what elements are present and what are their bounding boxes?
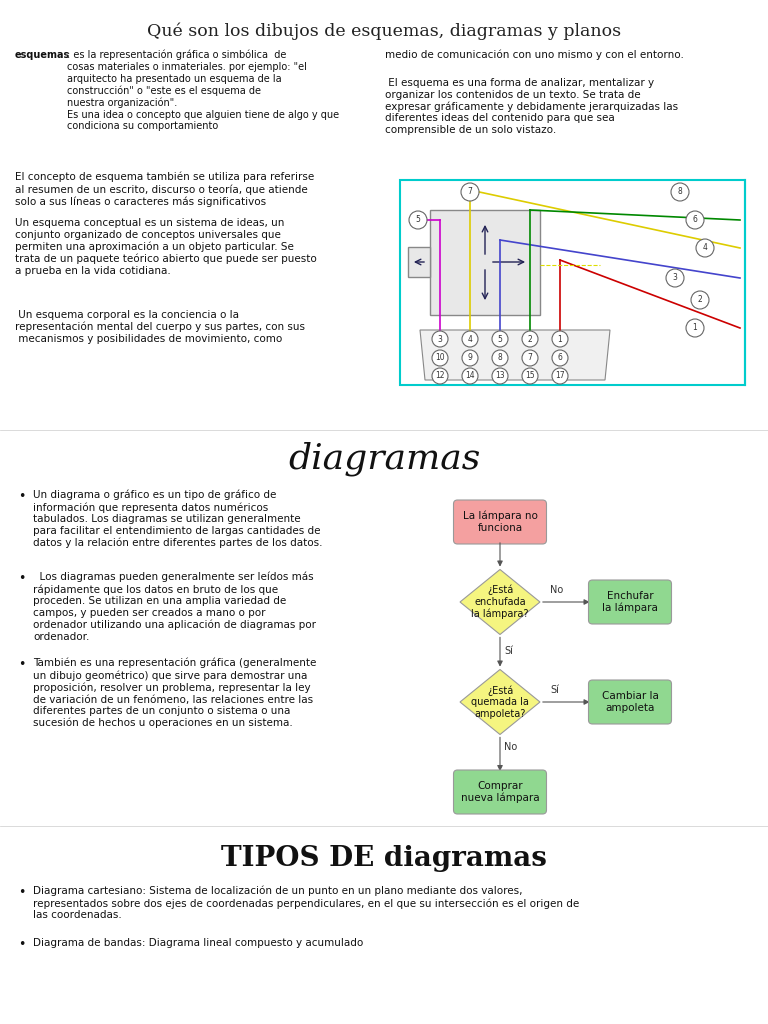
Circle shape xyxy=(522,331,538,347)
Text: •: • xyxy=(18,572,25,585)
Text: También es una representación gráfica (generalmente
un dibujo geométrico) que si: También es una representación gráfica (g… xyxy=(33,658,316,728)
Circle shape xyxy=(492,331,508,347)
Circle shape xyxy=(686,319,704,337)
Text: ¿Está
quemada la
ampoleta?: ¿Está quemada la ampoleta? xyxy=(471,685,529,719)
Circle shape xyxy=(522,350,538,366)
Circle shape xyxy=(666,269,684,287)
Text: : es la representación gráfica o simbólica  de
cosas materiales o inmateriales. : : es la representación gráfica o simbóli… xyxy=(67,50,339,131)
Text: 13: 13 xyxy=(495,372,505,381)
Text: 4: 4 xyxy=(468,335,472,343)
Circle shape xyxy=(432,368,448,384)
Circle shape xyxy=(492,350,508,366)
Bar xyxy=(430,210,540,315)
Text: Enchufar
la lámpara: Enchufar la lámpara xyxy=(602,591,658,613)
Text: 7: 7 xyxy=(468,187,472,197)
Text: 8: 8 xyxy=(498,353,502,362)
Polygon shape xyxy=(460,569,540,635)
Polygon shape xyxy=(460,670,540,734)
Text: La lámpara no
funciona: La lámpara no funciona xyxy=(462,511,538,534)
Circle shape xyxy=(462,331,478,347)
Polygon shape xyxy=(420,330,610,380)
Text: Un diagrama o gráfico es un tipo de gráfico de
información que representa datos : Un diagrama o gráfico es un tipo de gráf… xyxy=(33,490,323,548)
FancyBboxPatch shape xyxy=(588,580,671,624)
Text: 12: 12 xyxy=(435,372,445,381)
Text: Qué son los dibujos de esquemas, diagramas y planos: Qué son los dibujos de esquemas, diagram… xyxy=(147,22,621,40)
Text: El esquema es una forma de analizar, mentalizar y
organizar los contenidos de un: El esquema es una forma de analizar, men… xyxy=(385,78,678,135)
Text: Diagrama cartesiano: Sistema de localización de un punto en un plano mediante do: Diagrama cartesiano: Sistema de localiza… xyxy=(33,886,579,921)
Circle shape xyxy=(691,291,709,309)
Text: Comprar
nueva lámpara: Comprar nueva lámpara xyxy=(461,781,539,803)
Circle shape xyxy=(522,368,538,384)
Text: ¿Está
enchufada
la lámpara?: ¿Está enchufada la lámpara? xyxy=(472,585,528,620)
Text: Un esquema conceptual es un sistema de ideas, un
conjunto organizado de concepto: Un esquema conceptual es un sistema de i… xyxy=(15,218,316,275)
Circle shape xyxy=(462,350,478,366)
Circle shape xyxy=(462,368,478,384)
Text: Diagrama de bandas: Diagrama lineal compuesto y acumulado: Diagrama de bandas: Diagrama lineal comp… xyxy=(33,938,363,948)
Circle shape xyxy=(409,211,427,229)
Circle shape xyxy=(552,368,568,384)
Circle shape xyxy=(432,331,448,347)
Text: 9: 9 xyxy=(468,353,472,362)
Text: 6: 6 xyxy=(558,353,562,362)
Text: Cambiar la
ampoleta: Cambiar la ampoleta xyxy=(601,691,658,713)
Text: 1: 1 xyxy=(558,335,562,343)
Circle shape xyxy=(671,183,689,201)
Text: •: • xyxy=(18,490,25,503)
Text: 8: 8 xyxy=(677,187,683,197)
Text: esquemas: esquemas xyxy=(15,50,70,60)
Text: Los diagramas pueden generalmente ser leídos más
rápidamente que los datos en br: Los diagramas pueden generalmente ser le… xyxy=(33,572,316,642)
Circle shape xyxy=(432,350,448,366)
Text: 2: 2 xyxy=(528,335,532,343)
Text: No: No xyxy=(550,585,563,595)
FancyBboxPatch shape xyxy=(453,770,547,814)
FancyBboxPatch shape xyxy=(588,680,671,724)
Text: •: • xyxy=(18,658,25,671)
Circle shape xyxy=(461,183,479,201)
Bar xyxy=(408,247,430,278)
Text: 1: 1 xyxy=(693,324,697,333)
FancyBboxPatch shape xyxy=(453,500,547,544)
Circle shape xyxy=(552,331,568,347)
Text: Sí: Sí xyxy=(550,685,559,695)
Text: 17: 17 xyxy=(555,372,564,381)
Text: 3: 3 xyxy=(438,335,442,343)
Text: medio de comunicación con uno mismo y con el entorno.: medio de comunicación con uno mismo y co… xyxy=(385,50,684,60)
Text: 5: 5 xyxy=(415,215,420,224)
Text: 5: 5 xyxy=(498,335,502,343)
Text: 14: 14 xyxy=(465,372,475,381)
Text: Sí: Sí xyxy=(504,646,513,656)
Text: 3: 3 xyxy=(673,273,677,283)
Circle shape xyxy=(686,211,704,229)
Circle shape xyxy=(492,368,508,384)
Circle shape xyxy=(696,239,714,257)
Bar xyxy=(400,180,745,385)
Text: Un esquema corporal es la conciencia o la
representación mental del cuerpo y sus: Un esquema corporal es la conciencia o l… xyxy=(15,310,305,344)
Text: 10: 10 xyxy=(435,353,445,362)
Text: No: No xyxy=(504,742,518,753)
Text: TIPOS DE diagramas: TIPOS DE diagramas xyxy=(221,845,547,872)
Text: El concepto de esquema también se utiliza para referirse
al resumen de un escrit: El concepto de esquema también se utiliz… xyxy=(15,172,314,207)
Text: diagramas: diagramas xyxy=(288,442,480,476)
Text: •: • xyxy=(18,938,25,951)
Text: 6: 6 xyxy=(693,215,697,224)
Text: 2: 2 xyxy=(697,296,703,304)
Circle shape xyxy=(552,350,568,366)
Text: 4: 4 xyxy=(703,244,707,253)
Text: •: • xyxy=(18,886,25,899)
Text: 15: 15 xyxy=(525,372,535,381)
Text: 7: 7 xyxy=(528,353,532,362)
